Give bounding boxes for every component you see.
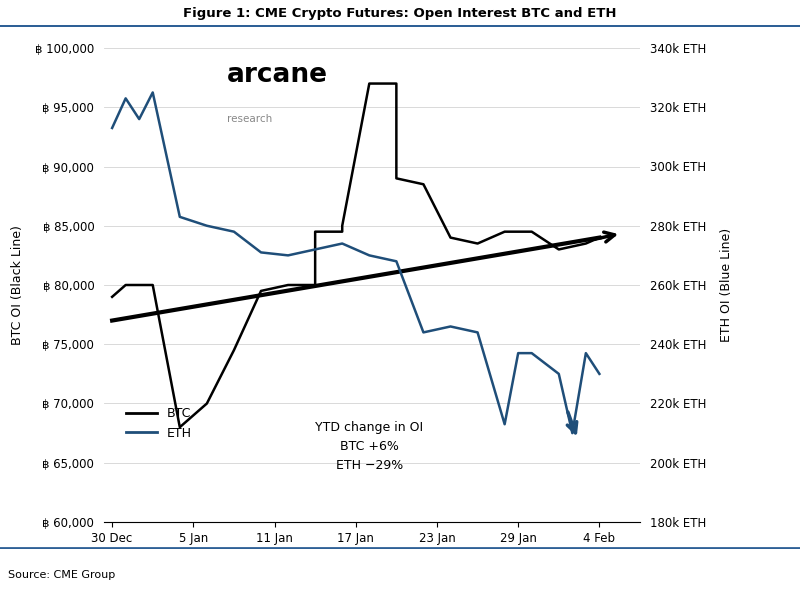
- Legend: BTC, ETH: BTC, ETH: [121, 403, 198, 445]
- Text: Source: CME Group: Source: CME Group: [8, 570, 115, 580]
- Text: Figure 1: CME Crypto Futures: Open Interest BTC and ETH: Figure 1: CME Crypto Futures: Open Inter…: [183, 7, 617, 20]
- Text: arcane: arcane: [227, 62, 328, 88]
- Text: research: research: [227, 115, 273, 124]
- Y-axis label: ETH OI (Blue Line): ETH OI (Blue Line): [720, 228, 733, 342]
- Y-axis label: BTC OI (Black Line): BTC OI (Black Line): [11, 225, 24, 345]
- Text: YTD change in OI
BTC +6%
ETH −29%: YTD change in OI BTC +6% ETH −29%: [315, 421, 423, 472]
